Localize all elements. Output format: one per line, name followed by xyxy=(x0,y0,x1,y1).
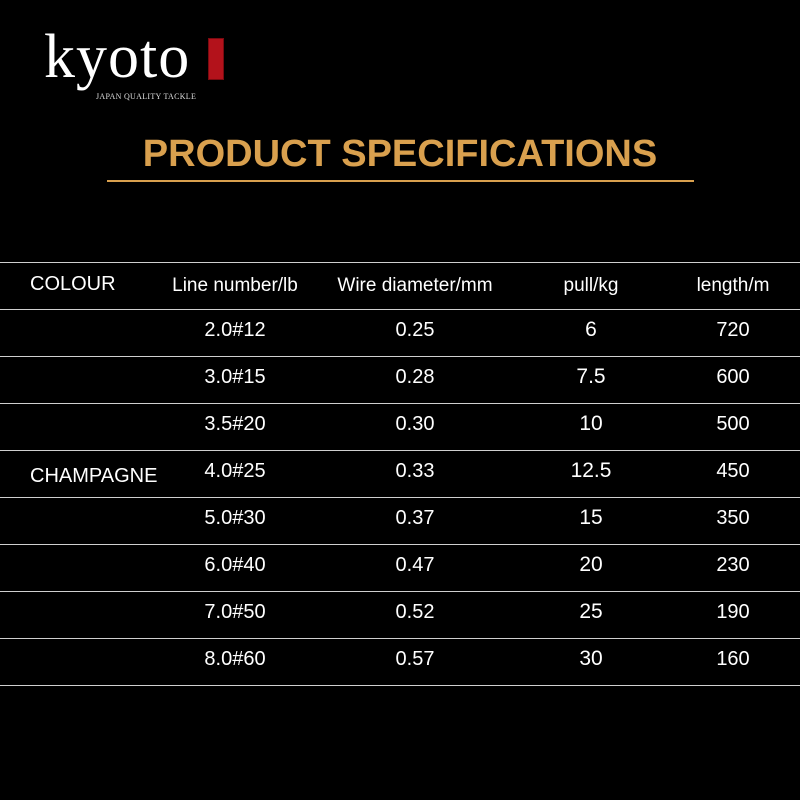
table-cell: 500 xyxy=(716,413,750,435)
row-divider xyxy=(0,591,800,592)
table-cell: 160 xyxy=(716,648,750,670)
table-cell: 7.5 xyxy=(576,365,606,388)
table-cell: 5.0#30 xyxy=(204,507,266,529)
table-cell: 30 xyxy=(579,647,603,670)
table-cell: 0.57 xyxy=(395,648,435,670)
table-cell: 10 xyxy=(579,412,603,435)
row-divider xyxy=(0,497,800,498)
table-cell: 12.5 xyxy=(570,459,612,482)
table-cell: 450 xyxy=(716,460,750,482)
table-cell: 7.0#50 xyxy=(204,601,266,623)
table-cell: 15 xyxy=(579,506,603,529)
table-cell: 720 xyxy=(716,319,750,341)
table-cell: 190 xyxy=(716,601,750,623)
table-cell: 0.47 xyxy=(395,554,435,576)
column-header: pull/kg xyxy=(563,275,619,296)
table-cell: 0.25 xyxy=(395,319,435,341)
logo-emblem xyxy=(208,38,224,80)
table-cell: 3.5#20 xyxy=(204,413,266,435)
column-header: Wire diameter/mm xyxy=(337,275,493,296)
table-cell: 0.30 xyxy=(395,413,435,435)
row-divider xyxy=(0,450,800,451)
row-divider xyxy=(0,356,800,357)
table-cell: 2.0#12 xyxy=(204,319,266,341)
table-cell: 230 xyxy=(716,554,750,576)
row-divider xyxy=(0,309,800,310)
table-cell: 6.0#40 xyxy=(204,554,266,576)
table-cell: 0.37 xyxy=(395,507,435,529)
table-cell: 0.33 xyxy=(395,460,435,482)
table-cell: 600 xyxy=(716,366,750,388)
row-divider xyxy=(0,403,800,404)
table-cell: 0.52 xyxy=(395,601,435,623)
column-header: Line number/lb xyxy=(172,275,298,296)
colour-cell: CHAMPAGNE xyxy=(30,465,158,487)
row-divider xyxy=(0,262,800,263)
table-cell: 350 xyxy=(716,507,750,529)
table-cell: 3.0#15 xyxy=(204,366,266,388)
row-divider xyxy=(0,685,800,686)
brand-logo: kyoto xyxy=(44,23,191,91)
table-cell: 20 xyxy=(579,553,603,576)
table-cell: 4.0#25 xyxy=(204,460,266,482)
row-divider xyxy=(0,544,800,545)
tagline: JAPAN QUALITY TACKLE xyxy=(96,92,197,101)
column-header: length/m xyxy=(696,275,770,296)
table-cell: 8.0#60 xyxy=(204,648,266,670)
table-cell: 6 xyxy=(585,318,597,341)
table-cell: 25 xyxy=(579,600,603,623)
row-divider xyxy=(0,638,800,639)
page-title: PRODUCT SPECIFICATIONS xyxy=(142,133,658,175)
column-header: COLOUR xyxy=(30,273,116,295)
table-cell: 0.28 xyxy=(395,366,435,388)
title-underline xyxy=(107,180,694,182)
